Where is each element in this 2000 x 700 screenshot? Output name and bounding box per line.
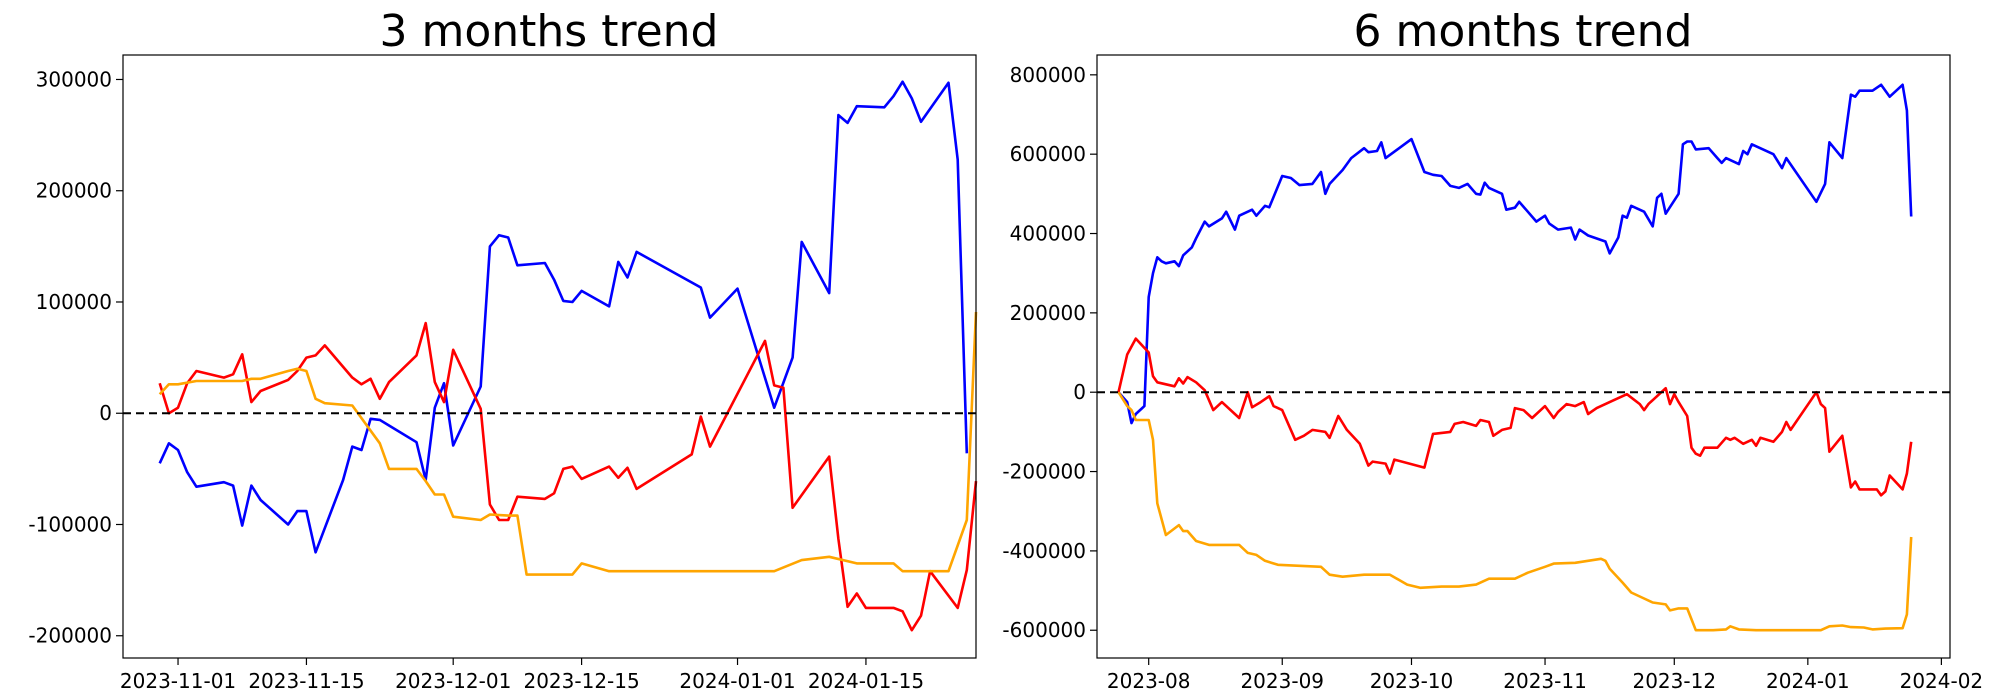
left-chart-title: 3 months trend <box>380 6 719 57</box>
y-tick-label: -600000 <box>1002 618 1086 642</box>
x-tick-label: 2023-09 <box>1240 669 1324 693</box>
series-line-3 <box>158 311 978 576</box>
right-y-axis: -600000 -400000 -200000 0 200000 400000 600000… <box>1002 63 1097 642</box>
right-chart: 6 months trend -600000 -400000 -200000 0 200… <box>1002 6 1983 693</box>
x-tick-label: 2023-11-15 <box>248 669 364 693</box>
x-tick-label: 2024-01 <box>1766 669 1850 693</box>
y-tick-label: 100000 <box>36 290 112 314</box>
x-tick-label: 2023-12-01 <box>395 669 511 693</box>
left-plot-frame <box>122 54 977 659</box>
left-chart: 3 months trend -200000 -100000 0 100000 2000… <box>28 6 978 693</box>
x-tick-label: 2024-01-01 <box>679 669 795 693</box>
right-plot-frame <box>1096 54 1951 659</box>
series-line-1 <box>1117 83 1913 425</box>
series-line-1 <box>158 80 969 554</box>
x-tick-label: 2023-12 <box>1632 669 1716 693</box>
right-series-group <box>1117 83 1913 632</box>
y-tick-label: -100000 <box>28 512 112 536</box>
left-series-group <box>158 80 978 632</box>
left-x-axis: 2023-11-01 2023-11-15 2023-12-01 2023-12-15… <box>120 658 924 693</box>
y-tick-label: 200000 <box>36 179 112 203</box>
right-x-axis: 2023-08 2023-09 2023-10 2023-11 2023-12 2024-… <box>1107 658 1983 693</box>
y-tick-label: 600000 <box>1010 142 1086 166</box>
series-line-3 <box>1117 391 1913 632</box>
y-tick-label: 400000 <box>1010 222 1086 246</box>
y-tick-label: 0 <box>99 401 112 425</box>
x-tick-label: 2024-02 <box>1900 669 1984 693</box>
x-tick-label: 2023-11-01 <box>120 669 236 693</box>
y-tick-label: 0 <box>1073 380 1086 404</box>
x-tick-label: 2023-11 <box>1503 669 1587 693</box>
x-tick-label: 2023-12-15 <box>523 669 639 693</box>
series-line-2 <box>158 321 978 632</box>
left-y-axis: -200000 -100000 0 100000 200000 300000 <box>28 67 123 648</box>
y-tick-label: 300000 <box>36 67 112 91</box>
right-chart-title: 6 months trend <box>1354 6 1693 57</box>
y-tick-label: -200000 <box>28 624 112 648</box>
x-tick-label: 2023-10 <box>1370 669 1454 693</box>
y-tick-label: 200000 <box>1010 301 1086 325</box>
y-tick-label: -400000 <box>1002 539 1086 563</box>
y-tick-label: -200000 <box>1002 460 1086 484</box>
y-tick-label: 800000 <box>1010 63 1086 87</box>
x-tick-label: 2024-01-15 <box>808 669 924 693</box>
x-tick-label: 2023-08 <box>1107 669 1191 693</box>
series-line-2 <box>1117 337 1913 497</box>
